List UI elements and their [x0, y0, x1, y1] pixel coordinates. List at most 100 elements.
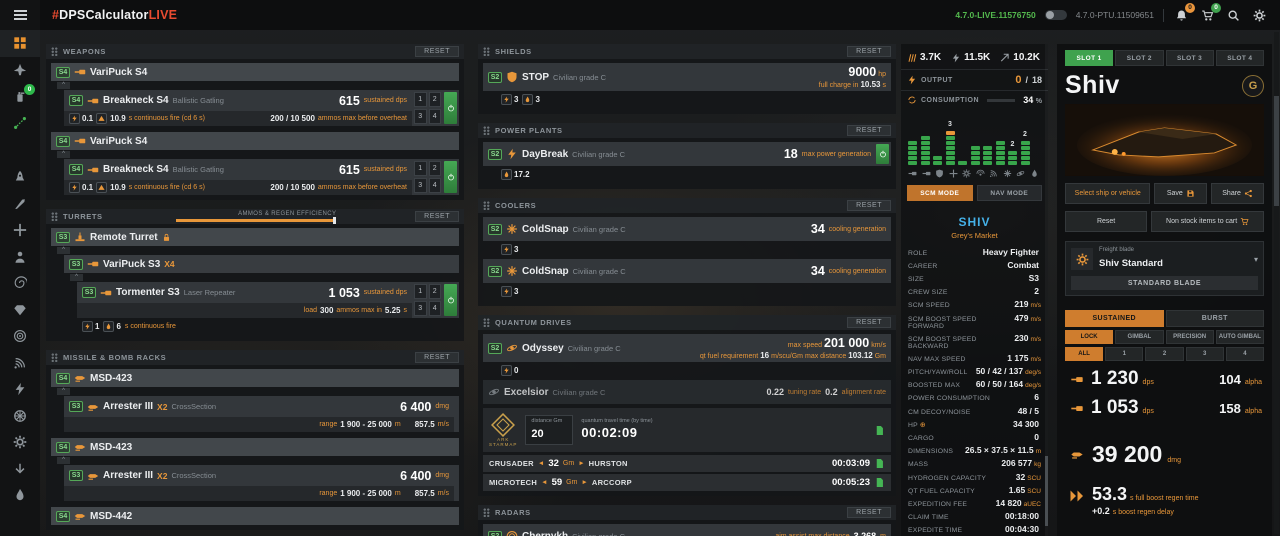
cooler-row[interactable]: S2 ColdSnap Civilian grade C 34 cooling … — [483, 259, 891, 283]
fire-group-4[interactable]: 4 — [428, 109, 441, 124]
fire-mode-tab[interactable]: BURST — [1165, 310, 1264, 327]
collapse-connector[interactable]: ^ — [57, 82, 70, 89]
settings-button[interactable] — [1251, 7, 1268, 24]
sidebar-item-targeting[interactable] — [0, 323, 40, 350]
graph-component-icon[interactable] — [908, 169, 917, 178]
scrollbar-thumb[interactable] — [1274, 96, 1279, 206]
power-plants-reset-button[interactable]: RESET — [847, 125, 891, 136]
version-ptu[interactable]: 4.7.0-PTU.11509651 — [1075, 10, 1154, 20]
missile-rack-row[interactable]: S4 MSD-442 — [51, 507, 459, 525]
cart-button[interactable]: 0 — [1199, 2, 1221, 24]
weapon-group-tab[interactable]: 2 — [1145, 347, 1184, 361]
hamburger-menu-button[interactable] — [0, 0, 40, 30]
power-plant-toggle[interactable] — [876, 144, 889, 164]
sidebar-item-paints[interactable]: 0 — [0, 83, 40, 110]
collapse-connector[interactable]: ^ — [57, 151, 70, 158]
nonstock-cart-button[interactable]: Non stock items to cart — [1151, 211, 1264, 232]
copy-time-button[interactable] — [874, 425, 885, 436]
fire-group-4[interactable]: 4 — [428, 178, 441, 193]
distance-input[interactable]: distance Gm 20 — [525, 415, 574, 445]
sidebar-item-character[interactable] — [0, 244, 40, 271]
radar-row[interactable]: S2 Chernykh Civilian grade C aim assist … — [483, 524, 891, 536]
sidebar-item-power[interactable] — [0, 376, 40, 403]
fire-group-2[interactable]: 2 — [428, 161, 441, 176]
weapon-row[interactable]: S3 Tormenter S3 Laser Repeater 1 053 sus… — [77, 282, 412, 303]
fire-group-3[interactable]: 3 — [414, 109, 427, 124]
loadout-dropdown[interactable]: Freight blade Shiv Standard ▾ — [1071, 247, 1258, 271]
missile-row[interactable]: S3 Arrester III X2 CrossSection 6 400 dm… — [64, 396, 454, 417]
collapse-connector[interactable]: ^ — [57, 388, 70, 395]
weapon-group-tab[interactable]: 4 — [1225, 347, 1265, 361]
fire-group-1[interactable]: 1 — [414, 92, 427, 107]
graph-component-icon[interactable] — [989, 169, 998, 178]
collapse-connector[interactable]: ^ — [70, 274, 83, 281]
weapon-mount-row[interactable]: S4 VariPuck S4 — [51, 63, 459, 81]
nav-mode-button[interactable]: NAV MODE — [976, 185, 1042, 201]
weapon-group-tab[interactable]: 1 — [1105, 347, 1144, 361]
missile-rack-row[interactable]: S4 MSD-423 — [51, 438, 459, 456]
sidebar-item-radar[interactable] — [0, 350, 40, 377]
stats-scrollbar[interactable] — [1045, 44, 1048, 536]
sidebar-item-missiles[interactable] — [0, 164, 40, 191]
graph-component-icon[interactable] — [976, 169, 985, 178]
sidebar-item-tractor[interactable] — [0, 270, 40, 297]
drag-handle-icon[interactable] — [483, 126, 490, 135]
gimbal-tab[interactable]: AUTO GIMBAL — [1215, 330, 1264, 344]
page-scrollbar[interactable] — [1274, 32, 1279, 534]
weapon-row[interactable]: S4 Breakneck S4 Ballistic Gatling 615 su… — [64, 90, 412, 111]
slot-tab[interactable]: SLOT 1 — [1065, 50, 1114, 66]
drag-handle-icon[interactable] — [51, 47, 58, 56]
sidebar-item-ships[interactable] — [0, 57, 40, 84]
shield-row[interactable]: S2 STOP Civilian grade C 9000 hp full cha… — [483, 63, 891, 91]
quantum-route-row[interactable]: MICROTECH ◄ 59 Gm ► ARCCORP 00:05:23 — [483, 474, 891, 491]
weapon-group-tab[interactable]: ALL — [1065, 347, 1104, 361]
fire-group-4[interactable]: 4 — [428, 301, 441, 316]
fire-group-1[interactable]: 1 — [414, 284, 427, 299]
quantum-route-row[interactable]: CRUSADER ◄ 32 Gm ► HURSTON 00:03:09 — [483, 455, 891, 472]
standard-blade-button[interactable]: STANDARD BLADE — [1071, 276, 1258, 290]
drag-handle-icon[interactable] — [483, 47, 490, 56]
fire-mode-tab[interactable]: SUSTAINED — [1065, 310, 1164, 327]
graph-component-icon[interactable] — [935, 169, 944, 178]
sidebar-item-dashboard[interactable] — [0, 30, 40, 57]
slot-tab[interactable]: SLOT 2 — [1115, 50, 1164, 66]
drag-handle-icon[interactable] — [483, 318, 490, 327]
save-button[interactable]: Save — [1154, 183, 1208, 204]
cooler-row[interactable]: S2 ColdSnap Civilian grade C 34 cooling … — [483, 217, 891, 241]
version-toggle[interactable] — [1044, 10, 1067, 20]
graph-component-icon[interactable] — [1016, 169, 1025, 178]
drag-handle-icon[interactable] — [51, 353, 58, 362]
graph-component-icon[interactable] — [962, 169, 971, 178]
hp-plus-icon[interactable]: ⊕ — [919, 421, 926, 429]
sidebar-item-blades[interactable] — [0, 191, 40, 218]
missile-row[interactable]: S3 Arrester III X2 CrossSection 6 400 dm… — [64, 465, 454, 486]
coolers-reset-button[interactable]: RESET — [847, 200, 891, 211]
weapons-reset-button[interactable]: RESET — [415, 46, 459, 57]
weapon-mount-row[interactable]: S4 VariPuck S4 — [51, 132, 459, 150]
weapon-row[interactable]: S4 Breakneck S4 Ballistic Gatling 615 su… — [64, 159, 412, 180]
fire-group-3[interactable]: 3 — [414, 178, 427, 193]
sidebar-item-thrusters[interactable] — [0, 482, 40, 509]
search-button[interactable] — [1225, 7, 1242, 24]
slot-tab[interactable]: SLOT 3 — [1165, 50, 1214, 66]
weapon-power-toggle[interactable] — [444, 92, 457, 124]
turrets-reset-button[interactable]: RESET — [415, 211, 459, 222]
sidebar-item-components[interactable] — [0, 297, 40, 324]
efficiency-slider[interactable] — [176, 217, 337, 224]
select-ship-button[interactable]: Select ship or vehicle — [1065, 183, 1151, 204]
gimbal-tab[interactable]: LOCK — [1065, 330, 1114, 344]
share-button[interactable]: Share — [1211, 183, 1264, 204]
drag-handle-icon[interactable] — [483, 201, 490, 210]
fire-group-3[interactable]: 3 — [414, 301, 427, 316]
drag-handle-icon[interactable] — [51, 212, 58, 221]
ship-image[interactable] — [1065, 104, 1264, 176]
scrollbar-thumb[interactable] — [1045, 456, 1048, 526]
sidebar-item-loadouts[interactable] — [0, 110, 40, 137]
notifications-button[interactable]: 0 — [1173, 2, 1195, 24]
shields-reset-button[interactable]: RESET — [847, 46, 891, 57]
sidebar-item-crosshair[interactable] — [0, 217, 40, 244]
weapon-power-toggle[interactable] — [444, 161, 457, 193]
graph-component-icon[interactable] — [949, 169, 958, 178]
quantum-drive-row[interactable]: S2 Odyssey Civilian grade C max speed 201… — [483, 334, 891, 362]
